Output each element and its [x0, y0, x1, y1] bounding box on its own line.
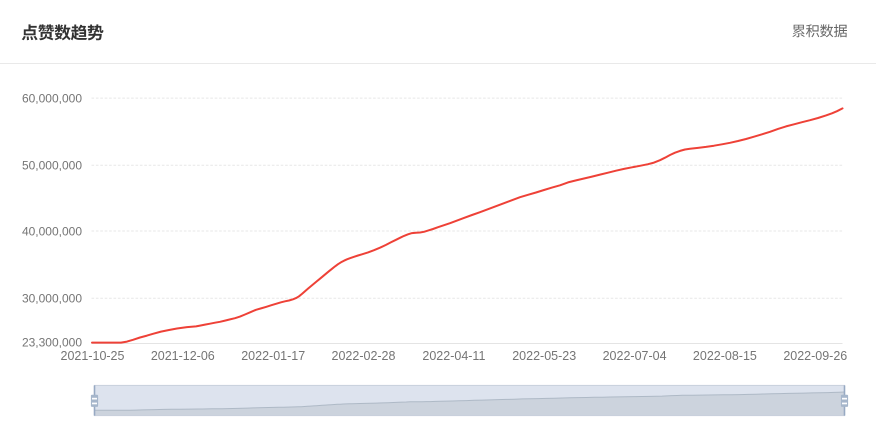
- svg-text:2021-12-06: 2021-12-06: [151, 349, 215, 363]
- svg-text:2021-10-25: 2021-10-25: [61, 349, 125, 363]
- svg-text:2022-02-28: 2022-02-28: [332, 349, 396, 363]
- svg-text:2022-01-17: 2022-01-17: [241, 349, 305, 363]
- svg-text:50,000,000: 50,000,000: [22, 159, 82, 173]
- svg-text:30,000,000: 30,000,000: [22, 292, 82, 306]
- svg-text:2022-08-15: 2022-08-15: [693, 349, 757, 363]
- svg-text:40,000,000: 40,000,000: [22, 224, 82, 238]
- svg-text:23,300,000: 23,300,000: [22, 336, 82, 350]
- svg-text:2022-04-11: 2022-04-11: [422, 349, 485, 363]
- svg-text:2022-05-23: 2022-05-23: [512, 349, 576, 363]
- svg-text:2022-09-26: 2022-09-26: [783, 349, 847, 363]
- svg-text:2022-07-04: 2022-07-04: [603, 349, 667, 363]
- svg-text:60,000,000: 60,000,000: [22, 91, 82, 105]
